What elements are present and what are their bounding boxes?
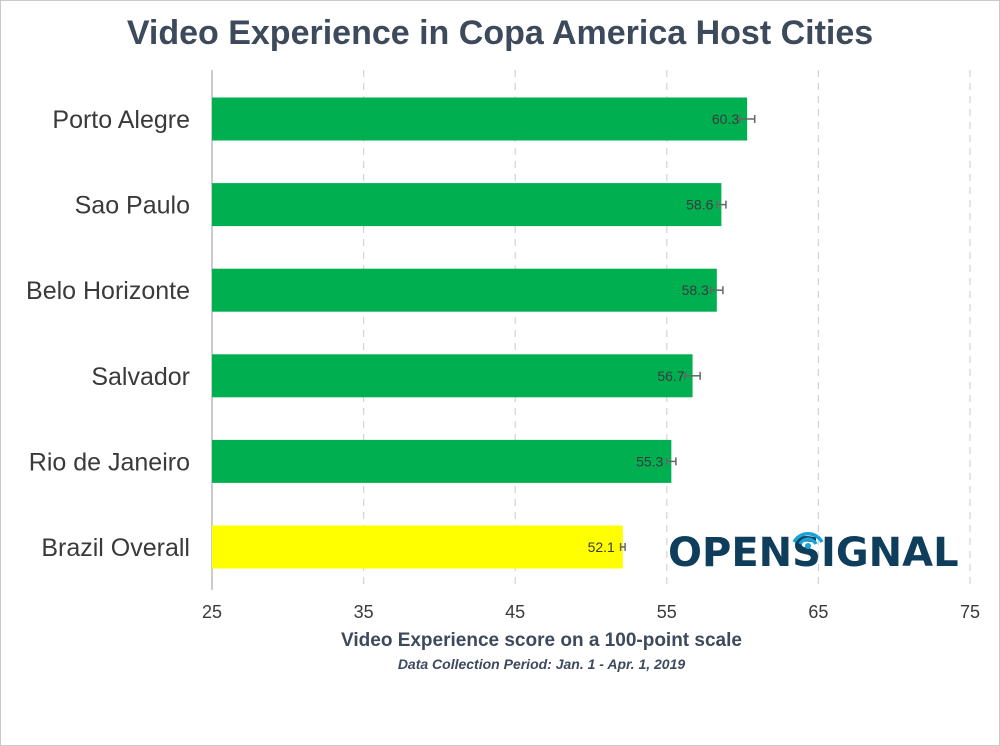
error-bar: [716, 200, 727, 209]
x-tick-label: 25: [202, 602, 222, 622]
grid-lines: [211, 70, 971, 590]
x-tick-label: 35: [354, 602, 374, 622]
value-label: 55.3: [636, 453, 663, 469]
value-labels: 60.3 58.6 58.3 56.7 55.3 52.1: [588, 111, 740, 555]
category-label: Rio de Janeiro: [29, 448, 190, 476]
bar: [212, 439, 672, 483]
error-bar: [738, 115, 756, 123]
x-axis-subtitle: Data Collection Period: Jan. 1 - Apr. 1,…: [397, 656, 686, 672]
category-label: Belo Horizonte: [26, 277, 190, 305]
logo-text-end: GNAL: [835, 530, 959, 576]
value-label: 58.3: [682, 282, 709, 298]
x-tick-label: 45: [505, 602, 525, 622]
error-bar: [619, 543, 626, 551]
error-bar: [666, 457, 677, 466]
chart-title: Video Experience in Copa America Host Ci…: [126, 14, 874, 52]
value-label: 58.6: [686, 197, 713, 213]
x-tick-label: 65: [808, 602, 828, 622]
value-label: 60.3: [712, 111, 739, 127]
logo-i: I: [820, 530, 836, 576]
opensignal-logo: OPENSIGNAL: [668, 530, 959, 576]
category-labels: Porto Alegre Sao Paulo Belo Horizonte Salva…: [26, 106, 190, 562]
error-bar: [684, 371, 701, 380]
bar: [212, 525, 623, 569]
bars: [212, 97, 748, 569]
bar: [212, 183, 722, 227]
category-label: Salvador: [91, 363, 190, 391]
bar: [212, 97, 748, 141]
category-label: Sao Paulo: [75, 192, 190, 220]
category-label: Brazil Overall: [41, 534, 190, 562]
x-tick-labels: 25 35 45 55 65 75: [202, 602, 980, 622]
bar: [212, 268, 717, 312]
x-tick-label: 75: [960, 602, 980, 622]
category-label: Porto Alegre: [52, 106, 190, 134]
error-bars: [619, 115, 756, 551]
value-label: 52.1: [588, 539, 615, 555]
error-bar: [710, 286, 724, 295]
value-label: 56.7: [657, 368, 684, 384]
x-tick-label: 55: [657, 602, 677, 622]
signal-icon: [792, 532, 824, 549]
bar: [212, 354, 693, 398]
x-axis-title: Video Experience score on a 100-point sc…: [341, 630, 742, 651]
